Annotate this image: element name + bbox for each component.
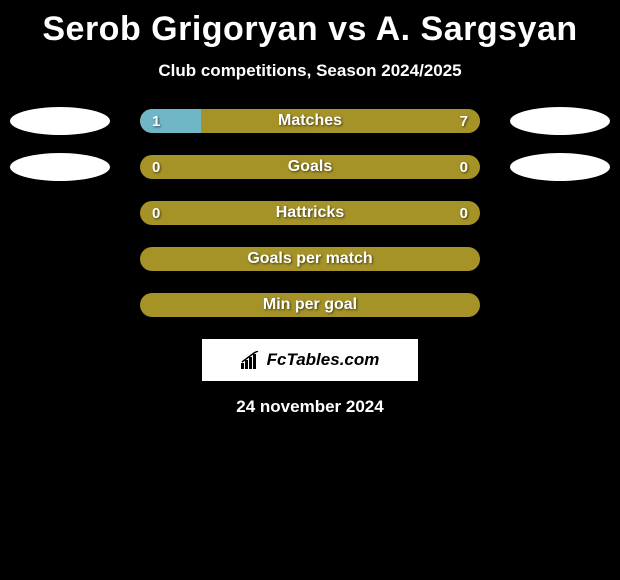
stat-row: Min per goal xyxy=(0,293,620,317)
player2-badge xyxy=(510,107,610,135)
stat-label: Min per goal xyxy=(140,293,480,317)
page-title: Serob Grigoryan vs A. Sargsyan xyxy=(0,0,620,49)
stat-bar: 00Goals xyxy=(140,155,480,179)
stat-row: 00Hattricks xyxy=(0,201,620,225)
player1-badge xyxy=(10,153,110,181)
stat-bar: 17Matches xyxy=(140,109,480,133)
stat-label: Goals xyxy=(140,155,480,179)
player2-badge xyxy=(510,153,610,181)
stat-row: 00Goals xyxy=(0,155,620,179)
stat-label: Matches xyxy=(140,109,480,133)
date-text: 24 november 2024 xyxy=(0,397,620,417)
stat-bar: 00Hattricks xyxy=(140,201,480,225)
comparison-chart: 17Matches 00Goals 00Hattricks Goals per mat… xyxy=(0,109,620,317)
stat-bar: Min per goal xyxy=(140,293,480,317)
brand-text: FcTables.com xyxy=(267,350,380,370)
subtitle: Club competitions, Season 2024/2025 xyxy=(0,61,620,81)
player1-badge xyxy=(10,107,110,135)
stat-label: Goals per match xyxy=(140,247,480,271)
stat-row: Goals per match xyxy=(0,247,620,271)
stat-label: Hattricks xyxy=(140,201,480,225)
stat-bar: Goals per match xyxy=(140,247,480,271)
brand-badge[interactable]: FcTables.com xyxy=(202,339,418,381)
chart-icon xyxy=(241,351,261,369)
stat-row: 17Matches xyxy=(0,109,620,133)
